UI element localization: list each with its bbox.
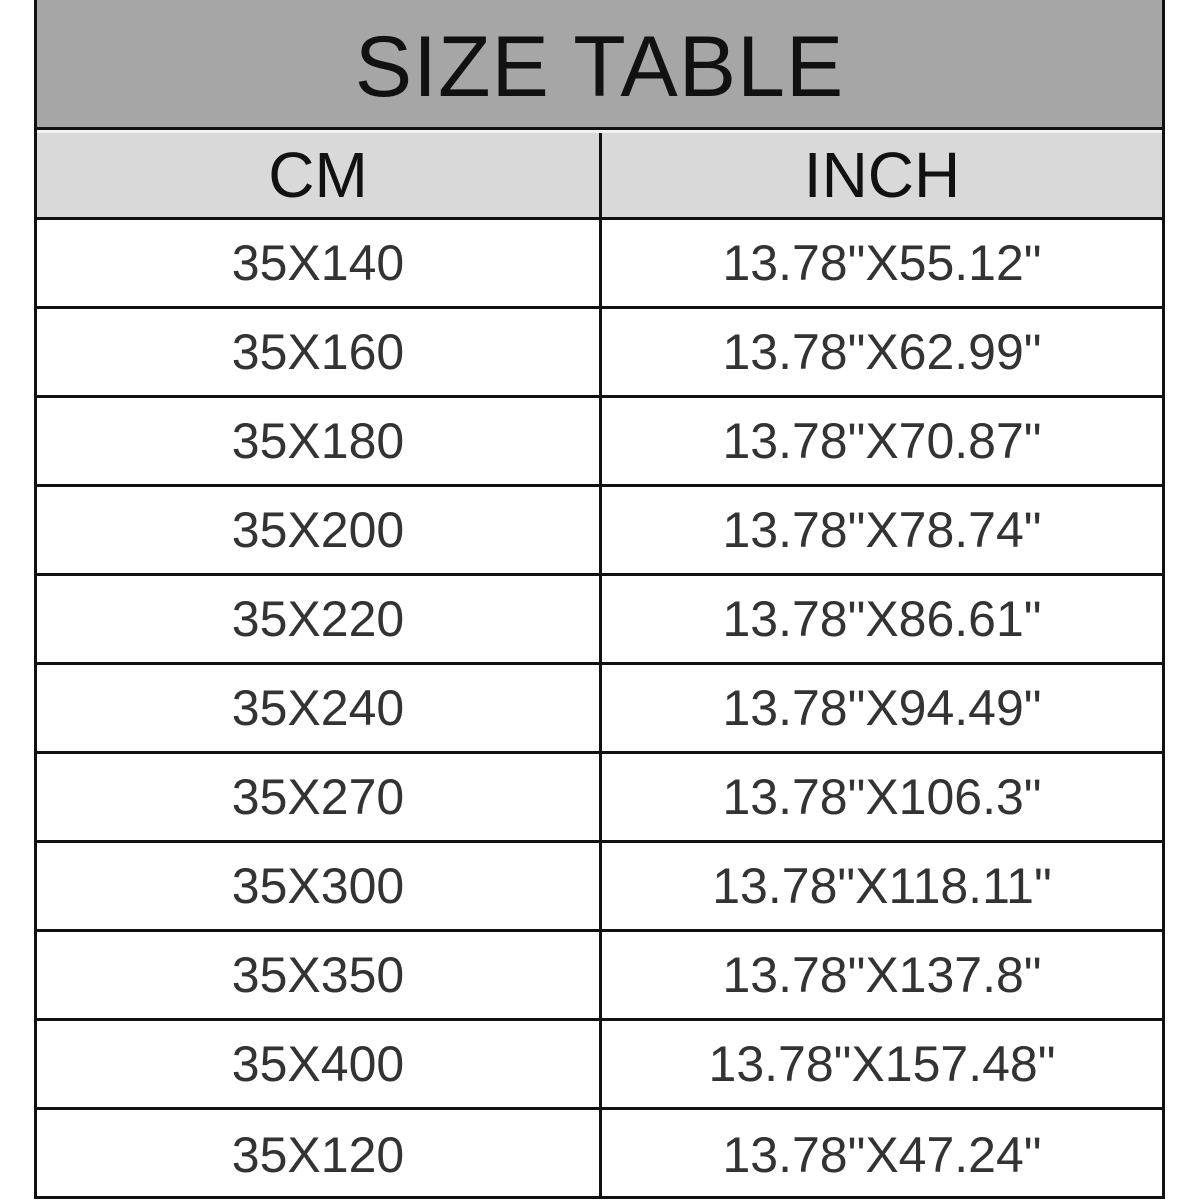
cm-cell: 35X200 bbox=[37, 487, 602, 573]
table-row: 35X220 13.78"X86.61" bbox=[37, 576, 1162, 665]
inch-cell: 13.78"X137.8" bbox=[722, 947, 1042, 1003]
inch-cell: 13.78"X78.74" bbox=[722, 502, 1042, 558]
table-row: 35X270 13.78"X106.3" bbox=[37, 754, 1162, 843]
table-body: 35X140 13.78"X55.12" 35X160 13.78"X62.99" 35… bbox=[37, 220, 1162, 1199]
inch-cell: 13.78"X157.48" bbox=[708, 1036, 1056, 1092]
cm-cell: 35X180 bbox=[37, 398, 602, 484]
table-title: SIZE TABLE bbox=[37, 0, 1162, 130]
cm-cell: 35X220 bbox=[37, 576, 602, 662]
cm-cell: 35X300 bbox=[37, 843, 602, 929]
table-row: 35X300 13.78"X118.11" bbox=[37, 843, 1162, 932]
table-row: 35X120 13.78"X47.24" bbox=[37, 1110, 1162, 1199]
table-row: 35X180 13.78"X70.87" bbox=[37, 398, 1162, 487]
header-cm: CM bbox=[37, 133, 602, 217]
cm-cell: 35X120 bbox=[37, 1110, 602, 1199]
table-row: 35X350 13.78"X137.8" bbox=[37, 932, 1162, 1021]
inch-cell: 13.78"X106.3" bbox=[722, 769, 1042, 825]
table-row: 35X160 13.78"X62.99" bbox=[37, 309, 1162, 398]
table-row: 35X140 13.78"X55.12" bbox=[37, 220, 1162, 309]
cm-cell: 35X270 bbox=[37, 754, 602, 840]
inch-cell: 13.78"X86.61" bbox=[722, 591, 1042, 647]
inch-cell: 13.78"X118.11" bbox=[712, 858, 1052, 914]
inch-cell: 13.78"X47.24" bbox=[722, 1126, 1042, 1183]
inch-cell: 13.78"X70.87" bbox=[722, 413, 1042, 469]
size-table: SIZE TABLE CM INCH 35X140 13.78"X55.12" 35… bbox=[34, 0, 1165, 1199]
header-inch: INCH bbox=[803, 139, 961, 211]
inch-cell: 13.78"X94.49" bbox=[722, 680, 1042, 736]
table-row: 35X400 13.78"X157.48" bbox=[37, 1021, 1162, 1110]
table-row: 35X200 13.78"X78.74" bbox=[37, 487, 1162, 576]
cm-cell: 35X140 bbox=[37, 220, 602, 306]
cm-cell: 35X350 bbox=[37, 932, 602, 1018]
inch-cell: 13.78"X55.12" bbox=[722, 235, 1042, 291]
table-row: 35X240 13.78"X94.49" bbox=[37, 665, 1162, 754]
cm-cell: 35X240 bbox=[37, 665, 602, 751]
cm-cell: 35X160 bbox=[37, 309, 602, 395]
header-row: CM INCH bbox=[37, 130, 1162, 220]
cm-cell: 35X400 bbox=[37, 1021, 602, 1107]
inch-cell: 13.78"X62.99" bbox=[722, 324, 1042, 380]
